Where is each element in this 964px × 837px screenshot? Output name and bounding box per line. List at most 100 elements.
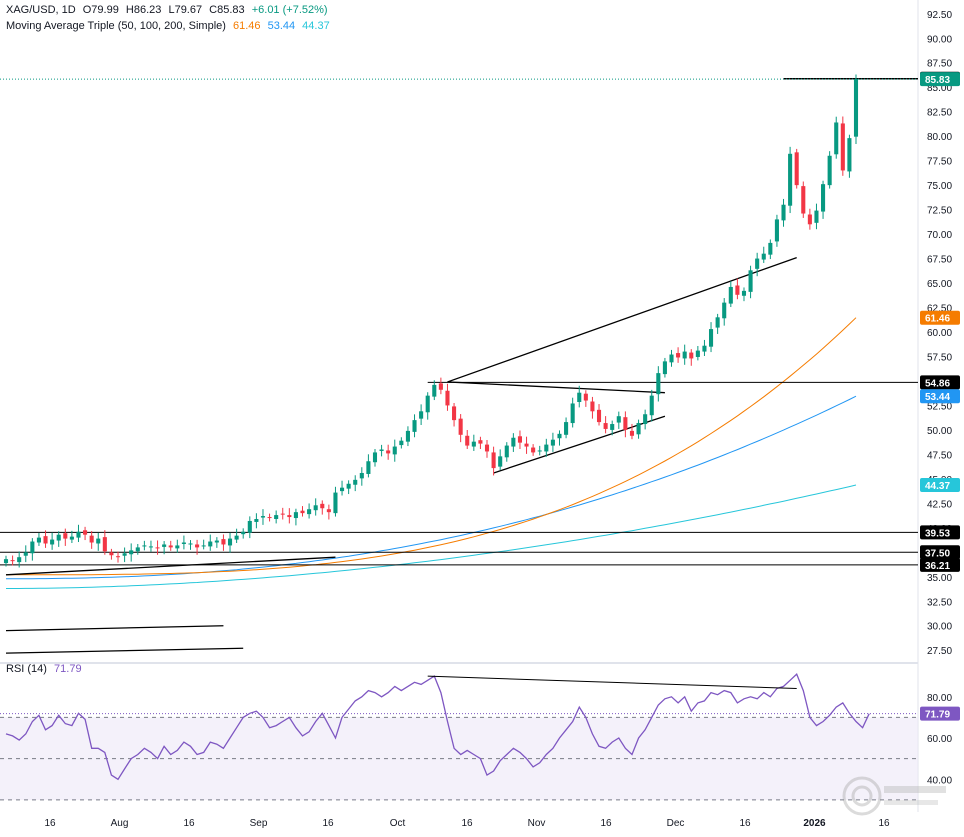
candle-body <box>577 392 582 403</box>
candle-body <box>300 510 305 514</box>
price-tick-label: 52.50 <box>927 401 952 412</box>
candle-body <box>280 513 285 515</box>
candle-body <box>43 536 48 544</box>
rsi-tick-label: 60.00 <box>927 734 952 745</box>
price-label-text: 37.50 <box>925 548 950 559</box>
candle-body <box>307 509 312 515</box>
candle-body <box>89 535 94 543</box>
candle-body <box>287 515 292 518</box>
x-tick-label: 2026 <box>803 818 826 829</box>
ma200-value: 44.37 <box>302 20 330 32</box>
candle-body <box>326 509 331 513</box>
candle-body <box>129 550 134 555</box>
candle-body <box>419 411 424 419</box>
price-label-badge <box>920 389 960 404</box>
ma100-value: 53.44 <box>267 20 296 32</box>
candle-body <box>853 79 859 137</box>
candle-body <box>340 487 345 492</box>
symbol-label[interactable]: XAG/USD, 1D <box>6 4 76 16</box>
candle-body <box>471 441 476 447</box>
x-tick-label: 16 <box>461 818 473 829</box>
price-label-badge <box>920 525 960 540</box>
candle-body <box>590 401 595 412</box>
price-tick-label: 57.50 <box>927 352 952 363</box>
price-label-text: 36.21 <box>925 561 950 572</box>
candle-body <box>10 560 15 562</box>
candle-body <box>643 414 648 425</box>
candle-body <box>372 452 378 463</box>
candle-body <box>392 446 397 455</box>
price-tick-label: 47.50 <box>927 450 952 461</box>
candle-body <box>320 503 325 509</box>
candle-body <box>478 440 483 444</box>
symbol-header: XAG/USD, 1D O79.99 H86.23 L79.67 C85.83 … <box>6 4 332 16</box>
candle-body <box>3 559 9 564</box>
price-label-badge <box>920 375 960 390</box>
change-value: +6.01 (+7.52%) <box>251 4 328 16</box>
trend-line <box>447 256 797 383</box>
ma-indicator-label[interactable]: Moving Average Triple (50, 100, 200, Sim… <box>6 20 226 32</box>
candle-body <box>76 531 81 538</box>
candle-body <box>96 538 101 544</box>
candle-body <box>801 186 806 214</box>
candle-body <box>649 395 654 416</box>
candle-body <box>155 547 160 549</box>
candle-body <box>445 390 450 406</box>
rsi-label[interactable]: RSI (14) <box>6 663 47 675</box>
candle-body <box>17 557 22 563</box>
candle-body <box>616 416 621 423</box>
candle-body <box>550 439 555 446</box>
candle-body <box>557 433 562 439</box>
x-tick-label: Dec <box>667 818 685 829</box>
candle-body <box>109 552 114 556</box>
price-tick-label: 87.50 <box>927 59 952 70</box>
rsi-divergence-line <box>427 675 797 689</box>
candle-body <box>359 472 364 479</box>
candle-body <box>260 516 266 518</box>
price-tick-label: 30.00 <box>927 622 952 633</box>
candle-body <box>484 444 490 452</box>
candle-body <box>794 152 799 186</box>
candle-body <box>715 317 720 328</box>
ma-header: Moving Average Triple (50, 100, 200, Sim… <box>6 20 334 32</box>
rsi-line <box>5 672 870 781</box>
candle-body <box>50 539 55 545</box>
trend-line <box>493 415 666 474</box>
candle-body <box>827 155 832 186</box>
close-value: C85.83 <box>209 4 245 16</box>
rsi-header: RSI (14) 71.79 <box>6 663 86 675</box>
price-label-text: 44.37 <box>925 481 950 492</box>
candle-body <box>115 556 121 558</box>
x-tick-label: 16 <box>739 818 751 829</box>
price-tick-label: 70.00 <box>927 230 952 241</box>
candle-body <box>768 242 773 255</box>
candle-body <box>438 383 443 390</box>
candle-body <box>761 253 766 260</box>
candle-body <box>847 138 852 172</box>
candle-body <box>524 443 529 447</box>
candle-body <box>399 440 404 446</box>
candle-body <box>234 535 239 540</box>
rsi-value: 71.79 <box>54 663 82 675</box>
price-tick-label: 65.00 <box>927 279 952 290</box>
candle-body <box>135 547 140 552</box>
price-label-text: 85.83 <box>925 75 950 86</box>
candle-body <box>168 545 173 548</box>
price-tick-label: 85.00 <box>927 83 952 94</box>
candle-body <box>695 350 700 357</box>
candle-body <box>656 373 661 395</box>
price-label-text: 54.86 <box>925 378 950 389</box>
candle-body <box>511 437 516 447</box>
candle-body <box>722 302 727 319</box>
candle-body <box>544 444 549 452</box>
candle-body <box>814 210 819 223</box>
trend-line <box>5 647 244 654</box>
x-tick-label: 16 <box>600 818 612 829</box>
candle-body <box>195 544 200 548</box>
x-tick-label: 16 <box>44 818 56 829</box>
candle-body <box>583 393 588 401</box>
price-tick-label: 32.50 <box>927 597 952 608</box>
candle-body <box>728 286 733 304</box>
